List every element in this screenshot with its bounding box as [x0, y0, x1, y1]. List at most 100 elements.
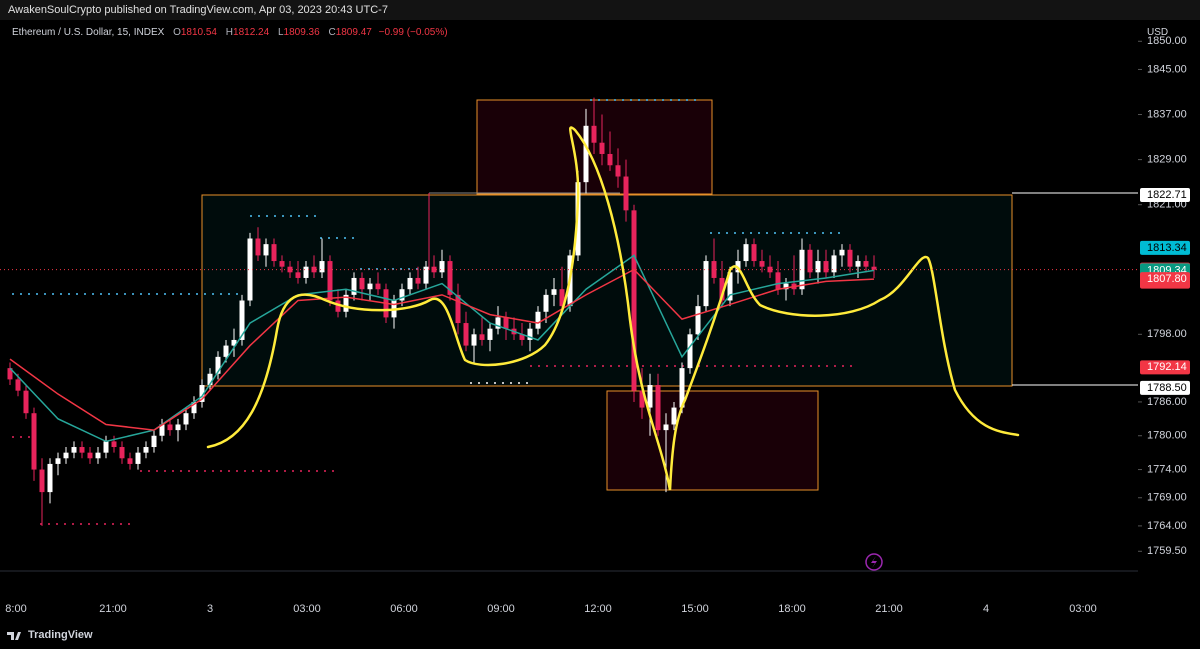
x-tick-label: 09:00 [487, 603, 515, 615]
candle-body [783, 283, 789, 290]
x-tick-label: 15:00 [681, 603, 709, 615]
candle-body [471, 334, 477, 346]
candle-body [855, 261, 861, 267]
range-box [201, 194, 1013, 387]
candle-body [135, 452, 141, 464]
candle-body [239, 300, 245, 340]
candle-body [223, 345, 229, 357]
candle-body [479, 334, 485, 340]
y-tick-label: 1786.00 [1147, 396, 1187, 408]
candle-body [559, 289, 565, 307]
candle-body [263, 244, 269, 256]
candle-body [615, 165, 621, 177]
symbol-legend: Ethereum / U.S. Dollar, 15, INDEX O1810.… [12, 27, 448, 38]
x-tick-label: 06:00 [390, 603, 418, 615]
y-tick-label: 1850.00 [1147, 35, 1187, 47]
candle-body [215, 356, 221, 374]
alert-icon [865, 553, 883, 571]
y-tick-label: 1829.00 [1147, 154, 1187, 166]
candle-body [847, 249, 853, 267]
candle-body [839, 249, 845, 256]
candle-body [87, 452, 93, 459]
candle-body [351, 277, 357, 295]
candle-body [119, 447, 125, 459]
candle-body [431, 266, 437, 273]
price-label: 1788.50 [1147, 382, 1187, 394]
candle-body [711, 261, 717, 278]
y-tick-label: 1845.00 [1147, 63, 1187, 75]
candle-body [607, 153, 613, 166]
close-label: C [328, 27, 336, 38]
candle-body [647, 385, 653, 408]
price-label-box [1140, 272, 1190, 287]
candle-body [207, 373, 213, 386]
candle-body [535, 311, 541, 329]
candle-body [343, 294, 349, 312]
candle-body [767, 266, 773, 273]
candle-body [551, 289, 557, 295]
x-tick-label: 21:00 [99, 603, 127, 615]
candle-body [631, 210, 637, 391]
demand-box [606, 390, 819, 491]
candle-body [47, 463, 53, 493]
candle-body [775, 272, 781, 290]
candle-body [255, 238, 261, 256]
candle-body [687, 334, 693, 369]
candle-body [591, 125, 597, 143]
candle-body [487, 328, 493, 340]
y-tick-label: 1774.00 [1147, 463, 1187, 475]
candle-body [39, 469, 45, 493]
alert-bolt [871, 556, 877, 568]
candle-body [743, 244, 749, 262]
logo [7, 632, 21, 640]
candle-body [183, 413, 189, 425]
candle-body [295, 272, 301, 278]
candle-body [527, 328, 533, 340]
price-label-box [1140, 380, 1190, 395]
footer-brand: TradingView [28, 629, 93, 641]
candle-body [375, 283, 381, 290]
candle-body [231, 339, 237, 346]
candle-body [719, 277, 725, 301]
candle-body [31, 413, 37, 470]
low-label: L [277, 27, 284, 38]
candle-body [175, 424, 181, 431]
candle-body [399, 289, 405, 301]
candle-body [287, 266, 293, 273]
candle-body [247, 238, 253, 301]
low-value: 1809.36 [283, 27, 320, 38]
candle-body [695, 306, 701, 335]
candle-body [415, 277, 421, 284]
close-value: 1809.47 [335, 27, 372, 38]
candle-body [199, 385, 205, 402]
candle-body [55, 458, 61, 464]
publisher-banner: AwakenSoulCrypto published on TradingVie… [8, 4, 388, 16]
candle-body [455, 294, 461, 324]
candle-body [271, 244, 277, 262]
candle-body [127, 458, 133, 464]
candle-body [663, 424, 669, 431]
price-label-box [1140, 240, 1190, 255]
candle-body [863, 261, 869, 267]
candle-body [319, 261, 325, 273]
high-value: 1812.24 [233, 27, 270, 38]
candle-body [639, 390, 645, 408]
candle-body [79, 447, 85, 453]
candle-body [159, 424, 165, 436]
candle-body [103, 441, 109, 453]
y-tick-label: 1759.50 [1147, 545, 1187, 557]
candle-body [279, 261, 285, 267]
candle-body [327, 261, 333, 301]
candle-body [95, 452, 101, 459]
banner [0, 0, 1200, 20]
candle-body [151, 435, 157, 448]
x-tick-label: 12:00 [584, 603, 612, 615]
high-label: H [225, 27, 234, 38]
candle-body [63, 452, 69, 459]
open-label: O [173, 27, 181, 38]
candle-body [167, 424, 173, 431]
candle-body [439, 261, 445, 273]
candle-body [759, 261, 765, 267]
